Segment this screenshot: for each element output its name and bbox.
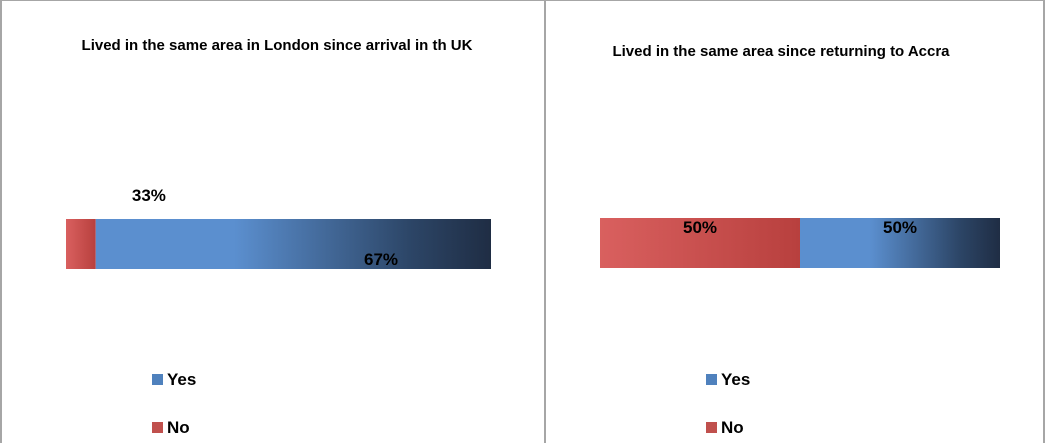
data-label-yes: 50%	[883, 218, 917, 237]
data-label-yes: 67%	[364, 250, 398, 269]
chart-panel-london: Lived in the same area in London since a…	[0, 0, 545, 443]
legend-label-no: No	[167, 418, 190, 437]
chart-title: Lived in the same area since returning t…	[612, 43, 950, 60]
data-label-no: 33%	[132, 186, 166, 205]
bar-chart-accra: 50% 50%	[600, 218, 1000, 268]
data-label-no: 50%	[683, 218, 717, 237]
bar-segment-yes	[95, 219, 491, 269]
legend-label-yes: Yes	[167, 370, 197, 389]
legend-swatch-yes	[152, 373, 163, 385]
bar-segment-no	[600, 218, 800, 268]
legend-item-no: No	[706, 417, 744, 439]
chart-panel-accra: Lived in the same area since returning t…	[544, 0, 1045, 443]
chart-title: Lived in the same area in London since a…	[81, 37, 473, 54]
legend-label-no: No	[721, 418, 744, 437]
legend-swatch-no	[152, 421, 163, 433]
legend-item-yes: Yes	[152, 369, 196, 391]
legend-swatch-no	[706, 421, 717, 433]
bar-chart-london: 33% 67%	[66, 186, 491, 269]
legend-label-yes: Yes	[721, 370, 751, 389]
bar-segment-yes	[800, 218, 1000, 268]
legend-item-yes: Yes	[706, 369, 750, 391]
legend-swatch-yes	[706, 373, 717, 385]
legend-item-no: No	[152, 417, 190, 439]
bar-segment-no	[66, 219, 96, 269]
